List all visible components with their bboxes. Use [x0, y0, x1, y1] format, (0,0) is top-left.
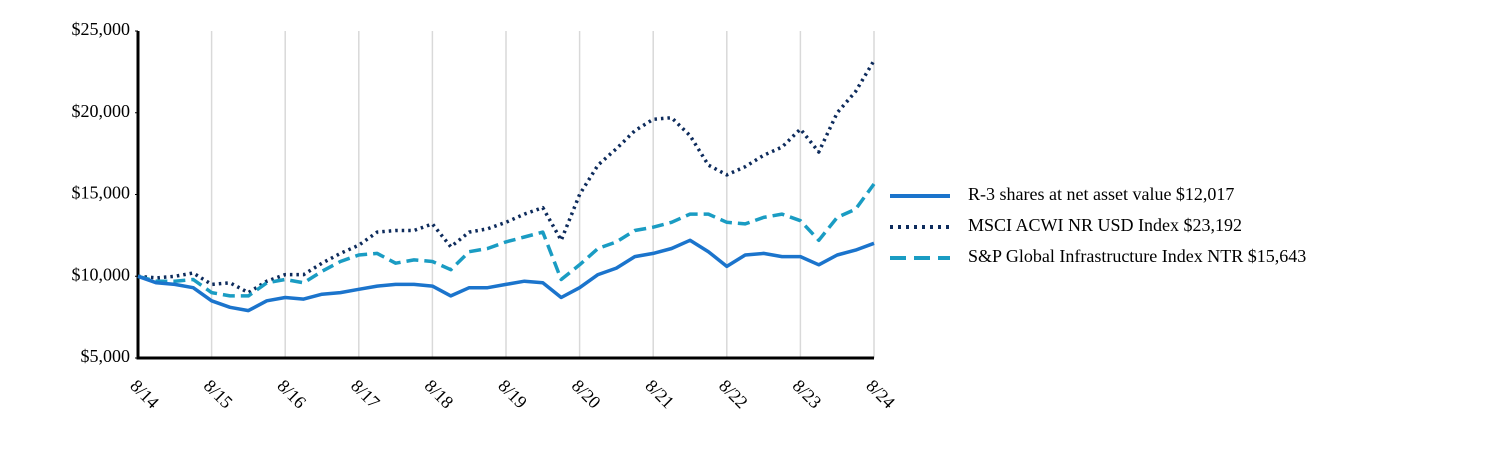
- y-tick-label: $15,000: [72, 183, 131, 203]
- x-tick-label: 8/24: [862, 376, 899, 413]
- x-tick-label: 8/23: [789, 376, 826, 413]
- y-tick-label: $5,000: [81, 346, 131, 366]
- x-tick-label: 8/16: [273, 376, 310, 413]
- x-tick-label: 8/22: [715, 376, 752, 413]
- series-line: [137, 238, 875, 313]
- legend-label: MSCI ACWI NR USD Index $23,192: [968, 215, 1242, 235]
- series-line: [137, 59, 876, 295]
- x-tick-label: 8/14: [126, 376, 163, 413]
- x-tick-label: 8/17: [347, 376, 384, 413]
- series-line: [137, 182, 876, 298]
- y-tick-label: $25,000: [72, 19, 131, 39]
- legend-label: S&P Global Infrastructure Index NTR $15,…: [968, 246, 1306, 266]
- x-tick-label: 8/18: [421, 376, 458, 413]
- x-tick-label: 8/20: [568, 376, 605, 413]
- x-tick-label: 8/15: [200, 376, 237, 413]
- x-tick-label: 8/19: [494, 376, 531, 413]
- y-tick-label: $20,000: [72, 101, 131, 121]
- x-tick-label: 8/21: [641, 376, 678, 413]
- legend-label: R-3 shares at net asset value $12,017: [968, 184, 1234, 204]
- y-tick-label: $10,000: [72, 264, 131, 284]
